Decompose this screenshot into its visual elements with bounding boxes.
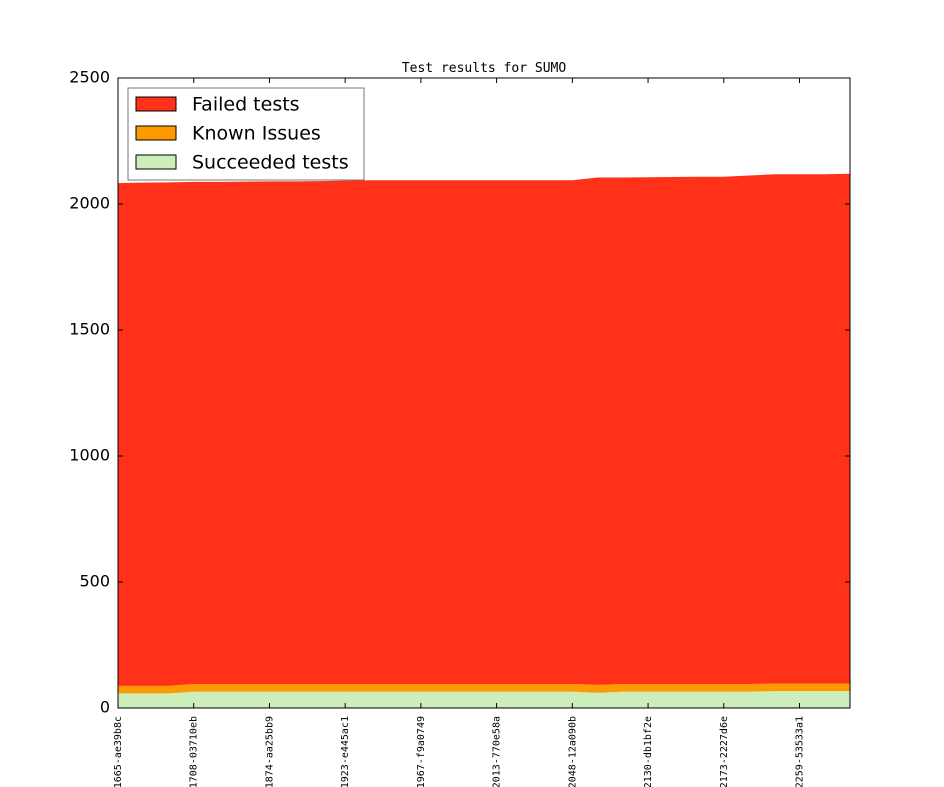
- x-tick-label: 2048-12a090b: [567, 716, 578, 787]
- legend-label: Failed tests: [192, 94, 300, 116]
- x-tick-label: 1923-e445ac1: [340, 716, 351, 787]
- y-tick-label: 500: [79, 572, 110, 591]
- x-tick-label: 1874-aa25bb9: [264, 716, 275, 787]
- chart-title: Test results for SUMO: [402, 61, 567, 76]
- y-tick-label: 0: [100, 698, 110, 717]
- area: [118, 683, 850, 694]
- area: [118, 173, 850, 686]
- x-tick-label: 2130-db1bf2e: [643, 716, 654, 787]
- x-tick-label: 1708-03710eb: [189, 716, 200, 787]
- x-tick-label: 1665-ae39b8c: [113, 716, 124, 787]
- x-tick-label: 2173-2227d6e: [719, 716, 730, 787]
- legend-label: Succeeded tests: [192, 152, 349, 174]
- areas: [118, 173, 850, 708]
- plot-frame: [117, 77, 851, 709]
- y-tick-label: 2000: [69, 194, 110, 213]
- legend-swatch: [135, 96, 177, 112]
- legend-swatch: [135, 154, 177, 170]
- y-tick-label: 1500: [69, 320, 110, 339]
- y-tick-label: 1000: [69, 446, 110, 465]
- x-tick-label: 2013-770e58a: [492, 716, 503, 787]
- legend-swatch: [135, 125, 177, 141]
- y-tick-label: 2500: [69, 68, 110, 87]
- legend-label: Known Issues: [192, 123, 321, 145]
- x-tick-label: 2259-53533a1: [795, 716, 806, 787]
- x-tick-label: 1967-f9a0749: [416, 716, 427, 787]
- area: [118, 691, 850, 708]
